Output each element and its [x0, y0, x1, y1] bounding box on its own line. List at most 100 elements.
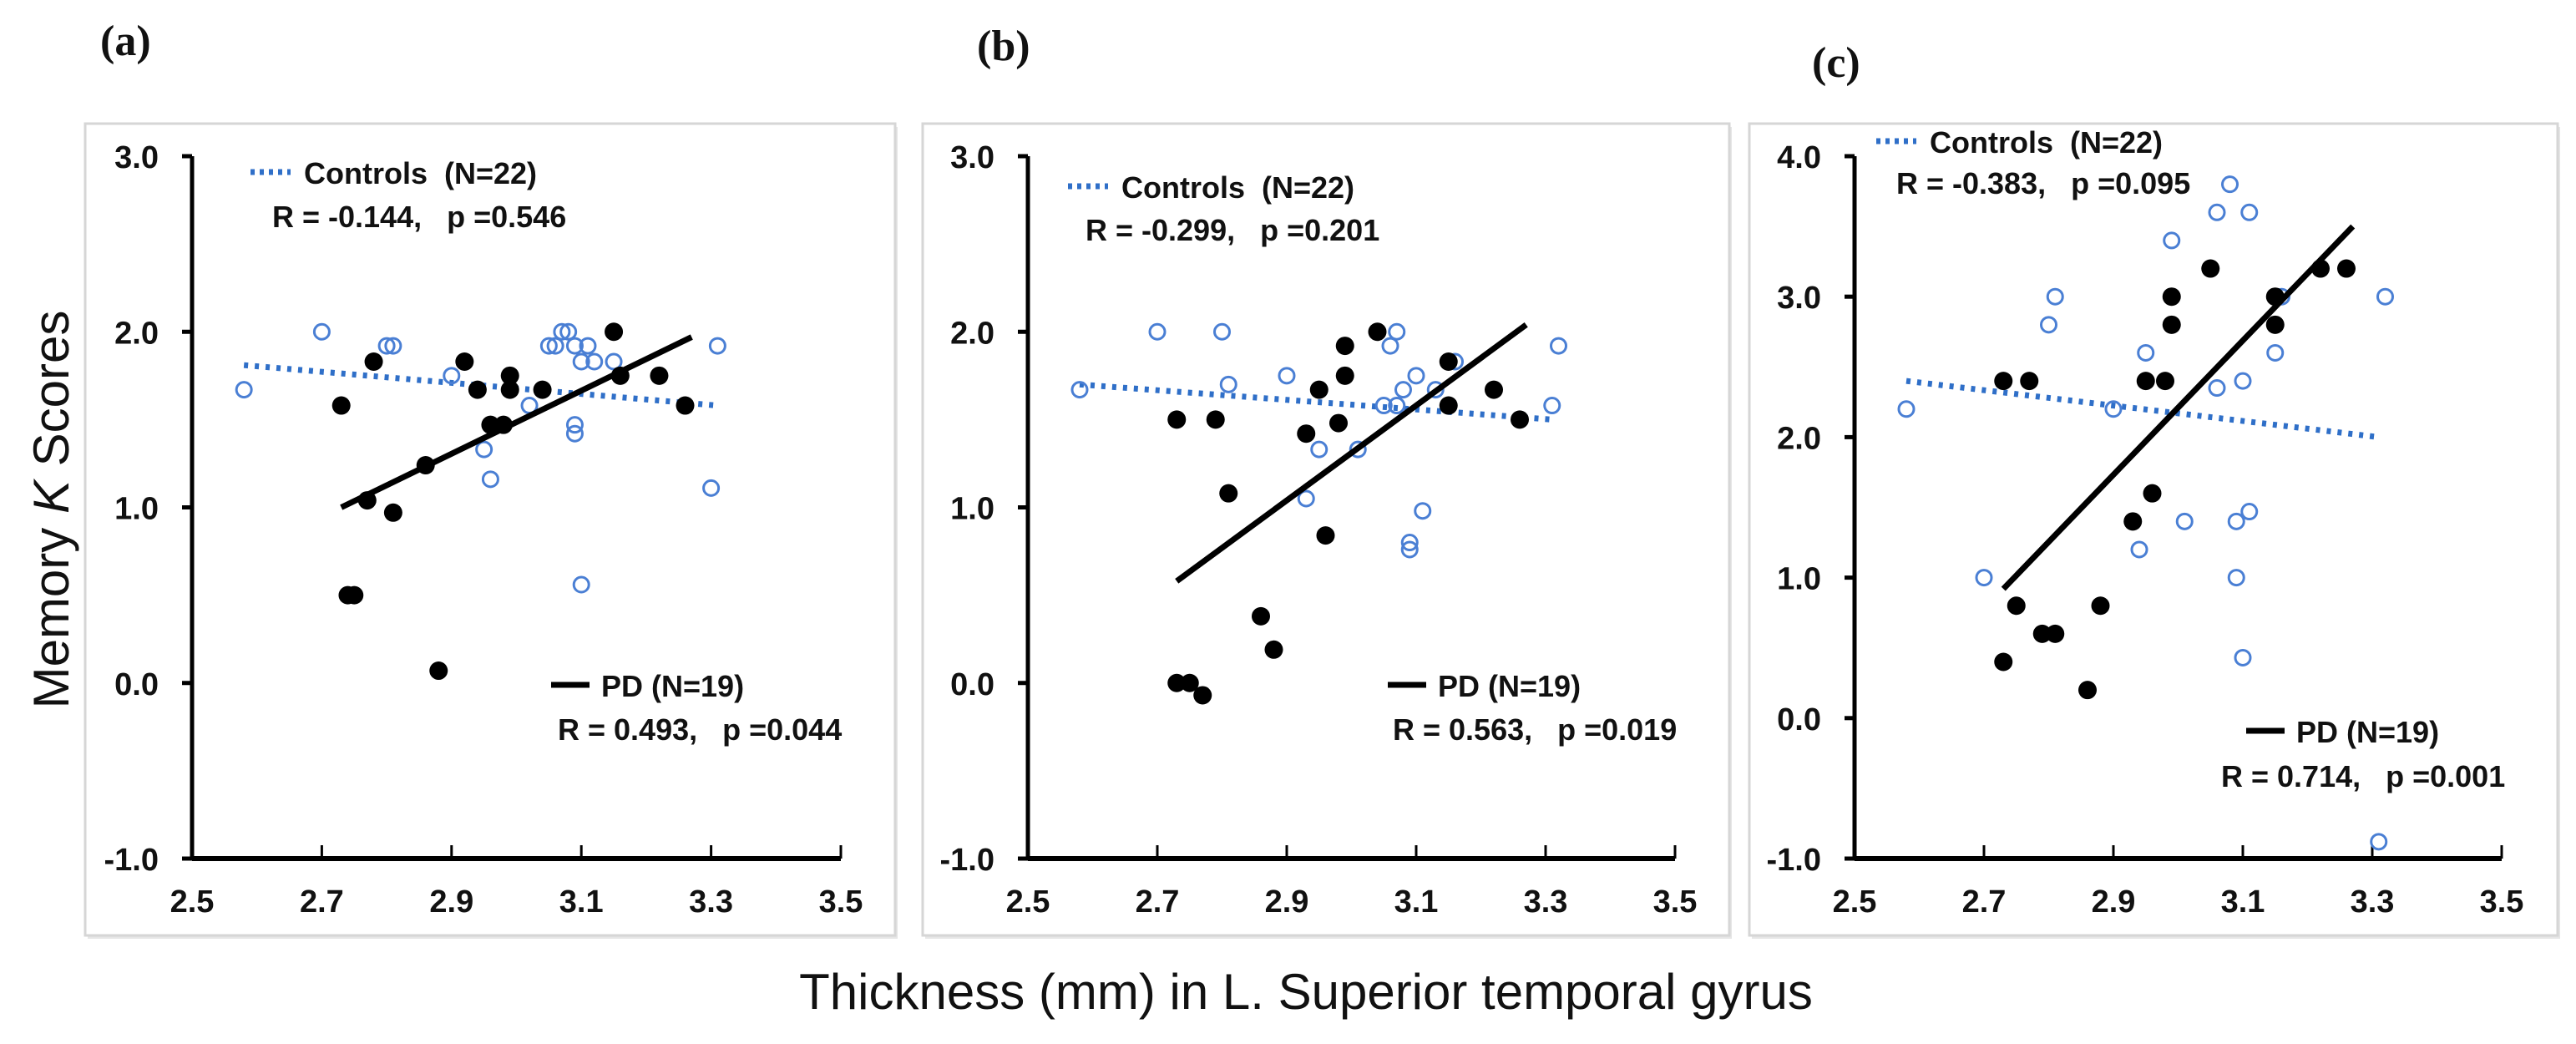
- controls-point: [1349, 440, 1367, 459]
- x-tick-label: 2.5: [1006, 884, 1050, 920]
- pd-legend-label: PD (N=19): [1438, 669, 1581, 703]
- y-tick-label: -1.0: [940, 843, 994, 878]
- controls-point: [1388, 397, 1406, 415]
- controls-stats: R = -0.144, p =0.546: [272, 200, 566, 234]
- y-tick-label: 2.0: [950, 316, 994, 351]
- x-tick-label: 3.1: [2221, 884, 2265, 920]
- pd-point: [1167, 410, 1187, 429]
- pd-trend-line: [1175, 322, 1528, 584]
- controls-legend-label: Controls (N=22): [1930, 125, 2163, 160]
- pd-point: [1368, 322, 1387, 342]
- controls-point: [1310, 440, 1328, 459]
- pd-point: [2162, 287, 2181, 307]
- y-tick-label: 3.0: [114, 140, 159, 175]
- controls-trend-line: [1905, 378, 2380, 440]
- pd-point: [2078, 681, 2097, 700]
- x-axis-label: Thickness (mm) in L. Superior temporal g…: [799, 964, 1813, 1020]
- controls-point: [565, 424, 584, 443]
- pd-point: [1180, 673, 1199, 692]
- controls-point: [1070, 381, 1089, 399]
- controls-point: [1407, 367, 1425, 385]
- x-tick-label: 3.3: [689, 884, 733, 920]
- y-tick-label: -1.0: [104, 843, 159, 878]
- controls-point: [572, 575, 590, 594]
- pd-point: [650, 366, 669, 385]
- pd-legend-label: PD (N=19): [601, 669, 744, 703]
- panel-c: (c) 4.0 3.0 2.0 1.0 0.0 -1.0 2.5 2.7 2.9 3.1 3.3 3.5…: [1748, 39, 2560, 939]
- panel-label: (c): [1812, 39, 1860, 87]
- y-tick-label: 0.0: [950, 667, 994, 702]
- pd-point: [2032, 624, 2052, 643]
- pd-stats: R = 0.493, p =0.044: [558, 712, 842, 747]
- x-tick-label: 3.5: [819, 884, 863, 920]
- controls-point: [312, 322, 331, 341]
- x-tick-label: 2.9: [1265, 884, 1309, 920]
- controls-point: [1148, 322, 1167, 341]
- pd-stats: R = 0.714, p =0.001: [2221, 759, 2505, 793]
- y-tick-label: 2.0: [1777, 421, 1821, 456]
- y-tick-label: 3.0: [1777, 281, 1821, 316]
- x-tick-label: 2.7: [1962, 884, 2007, 920]
- x-tick-label: 2.7: [1136, 884, 1180, 920]
- y-tick-label: 1.0: [950, 492, 994, 527]
- controls-point: [2175, 512, 2194, 530]
- pd-point: [2007, 596, 2026, 616]
- pd-point: [2046, 624, 2065, 643]
- controls-point: [565, 416, 584, 434]
- pd-point: [1297, 424, 1316, 443]
- pd-point: [2265, 315, 2285, 334]
- controls-point: [2234, 372, 2252, 390]
- x-tick-label: 3.1: [559, 884, 604, 920]
- controls-point: [1388, 322, 1406, 341]
- controls-point: [2163, 231, 2181, 250]
- x-tick-label: 3.5: [2480, 884, 2524, 920]
- pd-point: [2201, 259, 2220, 278]
- pd-point: [605, 322, 624, 342]
- y-tick-label: 3.0: [950, 140, 994, 175]
- panel-label: (a): [100, 18, 151, 65]
- pd-point: [533, 380, 552, 399]
- pd-point: [676, 396, 695, 415]
- pd-stats: R = 0.563, p =0.019: [1393, 712, 1677, 747]
- pd-point: [1316, 526, 1335, 545]
- controls-stats: R = -0.383, p =0.095: [1896, 166, 2190, 200]
- controls-point: [2130, 540, 2148, 559]
- y-tick-label: -1.0: [1767, 843, 1821, 878]
- pd-point: [2136, 372, 2155, 391]
- controls-point: [708, 337, 726, 355]
- pd-point: [1335, 337, 1354, 356]
- x-tick-label: 3.5: [1653, 884, 1698, 920]
- pd-point: [1219, 484, 1238, 503]
- controls-point: [2227, 512, 2245, 530]
- controls-point: [2208, 379, 2226, 398]
- controls-legend-label: Controls (N=22): [1121, 170, 1354, 205]
- pd-point: [1439, 396, 1458, 415]
- pd-point: [345, 585, 364, 605]
- controls-point: [539, 337, 558, 355]
- y-tick-label: 1.0: [114, 492, 159, 527]
- pd-point: [2091, 596, 2110, 616]
- controls-point: [1897, 400, 1916, 418]
- pd-point: [2156, 372, 2174, 391]
- x-tick-label: 2.5: [170, 884, 215, 920]
- controls-trend-line: [1079, 381, 1553, 423]
- controls-point: [2137, 343, 2155, 362]
- y-axis-label: Memory K Scores: [23, 311, 79, 709]
- controls-point: [235, 381, 253, 399]
- pd-legend-label: PD (N=19): [2296, 715, 2439, 749]
- pd-point: [1994, 652, 2013, 672]
- pd-trend-line: [2001, 224, 2356, 591]
- controls-point: [702, 479, 721, 497]
- pd-point: [468, 380, 487, 399]
- controls-point: [579, 337, 597, 355]
- controls-point: [2046, 287, 2064, 306]
- pd-point: [383, 503, 402, 522]
- y-tick-label: 0.0: [114, 667, 159, 702]
- pd-point: [1511, 410, 1529, 429]
- y-tick-label: 2.0: [114, 316, 159, 351]
- pd-trend-line: [340, 334, 693, 510]
- controls-point: [2240, 203, 2259, 221]
- x-tick-label: 3.3: [1524, 884, 1568, 920]
- pd-point: [455, 352, 474, 371]
